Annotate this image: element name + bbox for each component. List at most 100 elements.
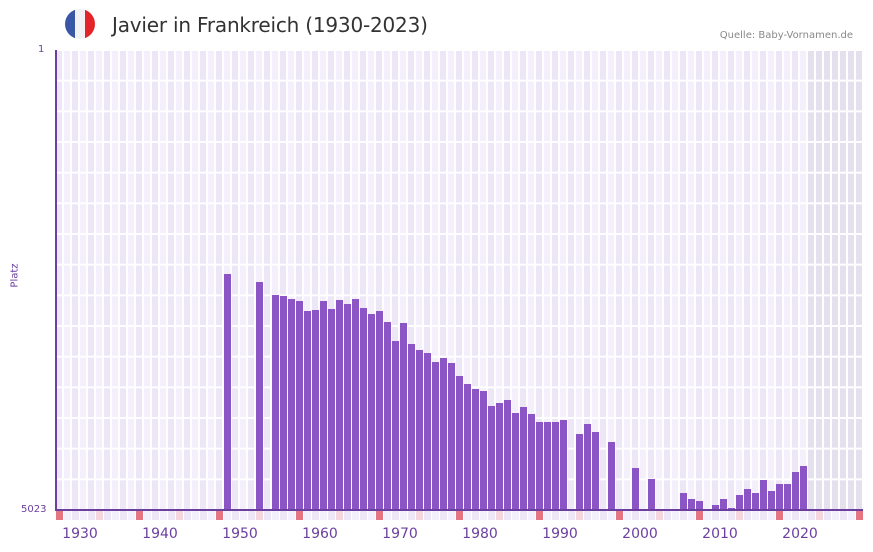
y-axis-line (55, 50, 57, 511)
bar-1998[interactable] (608, 441, 615, 510)
bar-2015[interactable] (744, 489, 751, 510)
decade-marker (216, 511, 223, 520)
decade-marker (776, 511, 783, 520)
bar-1992[interactable] (560, 419, 567, 510)
bar-1991[interactable] (552, 421, 559, 510)
year-cell (232, 511, 239, 520)
bar-1950[interactable] (224, 273, 231, 510)
year-cell (624, 511, 631, 520)
bar-1964[interactable] (336, 299, 343, 510)
year-cell (688, 511, 695, 520)
bar-1969[interactable] (376, 310, 383, 510)
bar-2011[interactable] (712, 504, 719, 510)
bar-1988[interactable] (528, 414, 535, 510)
bar-1976[interactable] (432, 361, 439, 510)
half-decade-marker (656, 511, 663, 520)
bar-2009[interactable] (696, 501, 703, 510)
bar-2016[interactable] (752, 492, 759, 510)
bar-1996[interactable] (592, 431, 599, 510)
decade-marker (696, 511, 703, 520)
decade-marker (536, 511, 543, 520)
year-cell (160, 511, 167, 520)
bar-2020[interactable] (784, 484, 791, 510)
bar-2008[interactable] (688, 499, 695, 510)
bar-1995[interactable] (584, 424, 591, 510)
year-cell (520, 511, 527, 520)
france-flag-icon (65, 9, 95, 39)
bar-1961[interactable] (312, 309, 319, 510)
bar-1982[interactable] (480, 391, 487, 510)
bar-1983[interactable] (488, 405, 495, 510)
year-cell (184, 511, 191, 520)
year-cell (144, 511, 151, 520)
bar-1968[interactable] (368, 313, 375, 510)
bar-2014[interactable] (736, 494, 743, 510)
year-cell (744, 511, 751, 520)
x-tick-label: 2000 (622, 526, 658, 542)
bar-1980[interactable] (464, 383, 471, 510)
bar-1977[interactable] (440, 357, 447, 510)
year-markers (55, 511, 863, 520)
year-cell (608, 511, 615, 520)
bar-1959[interactable] (296, 300, 303, 510)
bar-1972[interactable] (400, 322, 407, 510)
bar-2007[interactable] (680, 492, 687, 510)
bar-1978[interactable] (448, 363, 455, 510)
bar-1989[interactable] (536, 421, 543, 510)
bar-1986[interactable] (512, 413, 519, 510)
y-axis-bottom-label: 5023 (21, 504, 47, 515)
bar-2017[interactable] (760, 479, 767, 510)
flag-stripe-white (75, 9, 85, 39)
bar-1974[interactable] (416, 349, 423, 510)
year-cell (720, 511, 727, 520)
year-cell (512, 511, 519, 520)
x-tick-label: 2010 (702, 526, 738, 542)
bar-1973[interactable] (408, 343, 415, 510)
x-tick-label: 2020 (782, 526, 818, 542)
bar-2022[interactable] (800, 466, 807, 510)
year-cell (472, 511, 479, 520)
bar-1965[interactable] (344, 304, 351, 510)
year-cell (400, 511, 407, 520)
bar-2021[interactable] (792, 472, 799, 510)
bar-1958[interactable] (288, 298, 295, 510)
bar-1984[interactable] (496, 403, 503, 510)
bar-1967[interactable] (360, 308, 367, 510)
bar-1960[interactable] (304, 310, 311, 510)
bar-1970[interactable] (384, 321, 391, 510)
year-cell (568, 511, 575, 520)
bar-1987[interactable] (520, 406, 527, 510)
bar-1990[interactable] (544, 421, 551, 510)
decade-marker (376, 511, 383, 520)
bar-2012[interactable] (720, 499, 727, 510)
half-decade-marker (816, 511, 823, 520)
year-cell (448, 511, 455, 520)
year-cell (80, 511, 87, 520)
year-cell (304, 511, 311, 520)
bar-1981[interactable] (472, 389, 479, 510)
bar-2018[interactable] (768, 490, 775, 510)
bar-1957[interactable] (280, 296, 287, 510)
bar-1979[interactable] (456, 376, 463, 510)
year-cell (320, 511, 327, 520)
bar-2001[interactable] (632, 467, 639, 510)
bar-1985[interactable] (504, 400, 511, 510)
bar-1962[interactable] (320, 300, 327, 510)
year-cell (440, 511, 447, 520)
bar-1966[interactable] (352, 298, 359, 510)
bar-2019[interactable] (776, 484, 783, 510)
year-cell (288, 511, 295, 520)
half-decade-marker (336, 511, 343, 520)
half-decade-marker (576, 511, 583, 520)
bar-1975[interactable] (424, 353, 431, 510)
half-decade-marker (416, 511, 423, 520)
bar-1956[interactable] (272, 295, 279, 510)
year-cell (784, 511, 791, 520)
bar-1994[interactable] (576, 433, 583, 510)
decade-marker (56, 511, 63, 520)
year-cell (128, 511, 135, 520)
bar-2003[interactable] (648, 478, 655, 510)
bar-1963[interactable] (328, 308, 335, 510)
bar-1954[interactable] (256, 282, 263, 510)
bar-1971[interactable] (392, 341, 399, 510)
